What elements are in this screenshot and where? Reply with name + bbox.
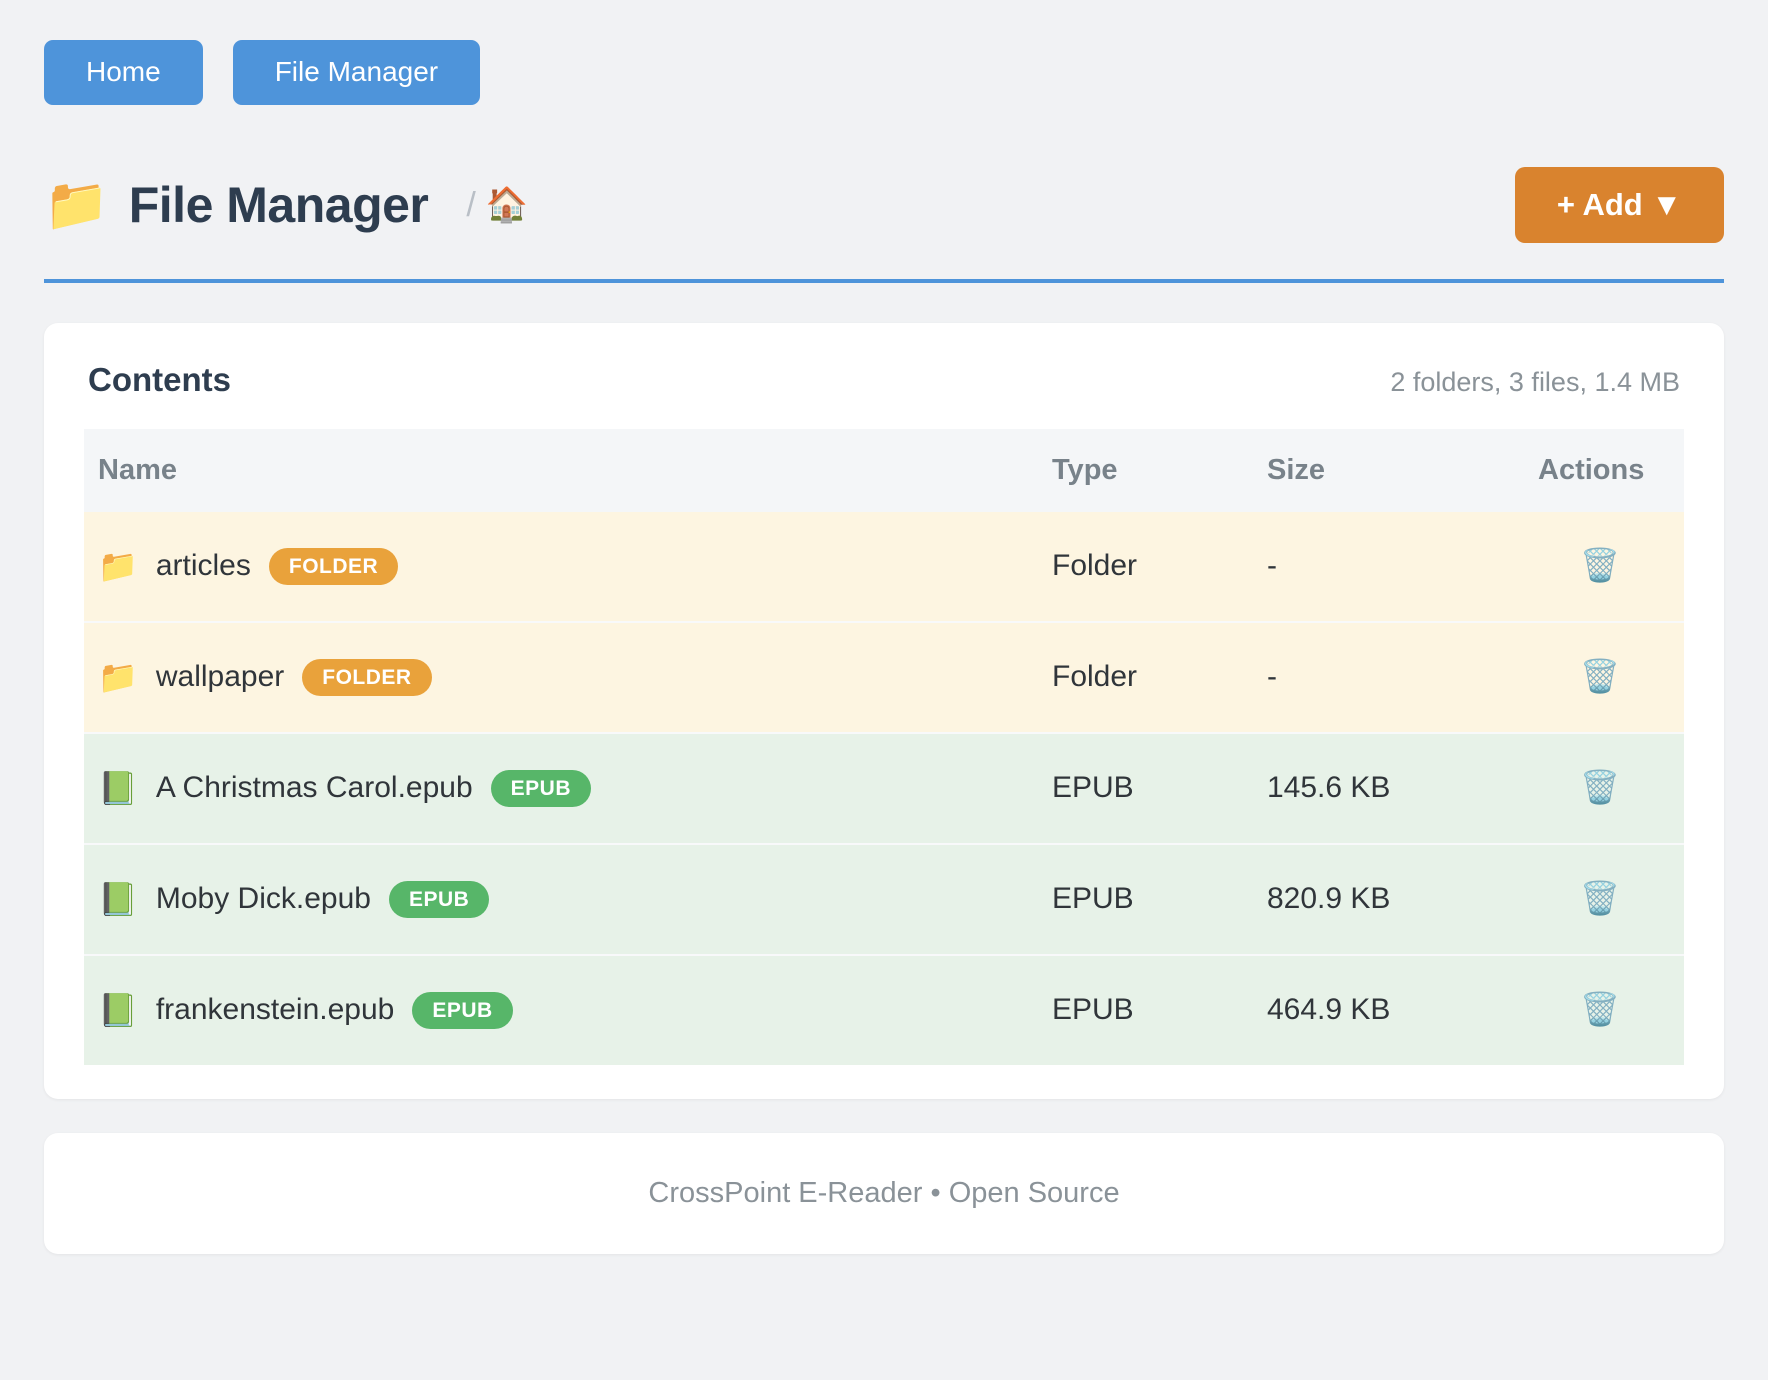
column-header-actions: Actions — [1538, 428, 1684, 512]
trash-icon: 🗑️ — [1580, 879, 1620, 916]
file-type-badge: EPUB — [388, 880, 490, 918]
home-icon[interactable]: 🏠 — [485, 185, 529, 224]
trash-icon: 🗑️ — [1580, 768, 1620, 805]
footer: CrossPoint E-Reader • Open Source — [44, 1132, 1724, 1254]
file-type-icon: 📁 — [98, 548, 138, 585]
file-type: EPUB — [1038, 954, 1253, 1065]
file-name[interactable]: Moby Dick.epub — [155, 882, 371, 916]
page-header: 📁 File Manager / 🏠 + Add ▼ — [44, 166, 1724, 243]
file-type-icon: 📗 — [98, 881, 138, 918]
delete-button[interactable]: 🗑️ — [1552, 993, 1620, 1025]
nav-file-manager-button[interactable]: File Manager — [232, 40, 481, 105]
table-row[interactable]: 📗 frankenstein.epub EPUB EPUB 464.9 KB 🗑… — [84, 954, 1684, 1065]
column-header-type: Type — [1038, 428, 1253, 512]
file-type-icon: 📗 — [98, 770, 138, 807]
breadcrumb: / 🏠 — [466, 185, 528, 225]
table-row[interactable]: 📁 articles FOLDER Folder - 🗑️ — [84, 511, 1684, 623]
files-table: Name Type Size Actions 📁 articles FOLDER… — [84, 428, 1684, 1065]
breadcrumb-separator: / — [466, 185, 476, 224]
contents-summary: 2 folders, 3 files, 1.4 MB — [1390, 366, 1680, 397]
table-row[interactable]: 📗 Moby Dick.epub EPUB EPUB 820.9 KB 🗑️ — [84, 843, 1684, 956]
table-header-row: Name Type Size Actions — [84, 428, 1684, 512]
trash-icon: 🗑️ — [1580, 657, 1620, 694]
file-size: 464.9 KB — [1253, 954, 1538, 1065]
trash-icon: 🗑️ — [1580, 546, 1620, 583]
file-type: EPUB — [1038, 843, 1253, 956]
file-name[interactable]: frankenstein.epub — [155, 993, 395, 1027]
file-type-badge: EPUB — [412, 991, 513, 1029]
top-nav: Home File Manager — [44, 40, 1724, 105]
title-divider — [44, 278, 1724, 283]
file-type: EPUB — [1038, 732, 1253, 845]
file-type-badge: EPUB — [490, 769, 592, 807]
delete-button[interactable]: 🗑️ — [1552, 771, 1620, 803]
nav-home-button[interactable]: Home — [44, 40, 203, 105]
page: Home File Manager 📁 File Manager / 🏠 + A… — [44, 40, 1724, 1254]
file-type-badge: FOLDER — [302, 658, 432, 696]
table-row[interactable]: 📁 wallpaper FOLDER Folder - 🗑️ — [84, 621, 1684, 734]
delete-button[interactable]: 🗑️ — [1552, 660, 1620, 692]
trash-icon: 🗑️ — [1580, 990, 1620, 1027]
file-type-badge: FOLDER — [268, 547, 399, 585]
file-size: - — [1253, 621, 1538, 734]
delete-button[interactable]: 🗑️ — [1552, 882, 1620, 914]
contents-title: Contents — [88, 360, 231, 398]
table-row[interactable]: 📗 A Christmas Carol.epub EPUB EPUB 145.6… — [84, 732, 1684, 845]
file-name[interactable]: wallpaper — [155, 660, 285, 694]
file-name[interactable]: articles — [155, 549, 251, 583]
file-type-icon: 📗 — [98, 992, 138, 1029]
contents-card: Contents 2 folders, 3 files, 1.4 MB Name… — [44, 322, 1724, 1099]
file-type: Folder — [1038, 621, 1253, 734]
file-size: 820.9 KB — [1253, 843, 1538, 956]
column-header-name: Name — [84, 428, 1038, 512]
footer-text: CrossPoint E-Reader • Open Source — [648, 1176, 1120, 1209]
file-name[interactable]: A Christmas Carol.epub — [155, 771, 473, 805]
file-type: Folder — [1038, 511, 1253, 623]
file-size: 145.6 KB — [1253, 732, 1538, 845]
page-title: File Manager — [128, 176, 429, 233]
delete-button[interactable]: 🗑️ — [1552, 549, 1620, 581]
file-size: - — [1253, 511, 1538, 623]
file-type-icon: 📁 — [98, 659, 138, 696]
column-header-size: Size — [1253, 428, 1538, 512]
add-button[interactable]: + Add ▼ — [1514, 166, 1724, 243]
folder-icon: 📁 — [44, 175, 109, 234]
